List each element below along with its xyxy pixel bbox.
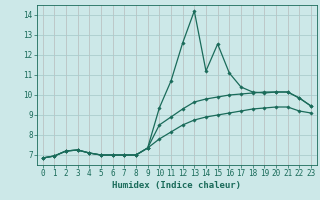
X-axis label: Humidex (Indice chaleur): Humidex (Indice chaleur) (112, 181, 241, 190)
